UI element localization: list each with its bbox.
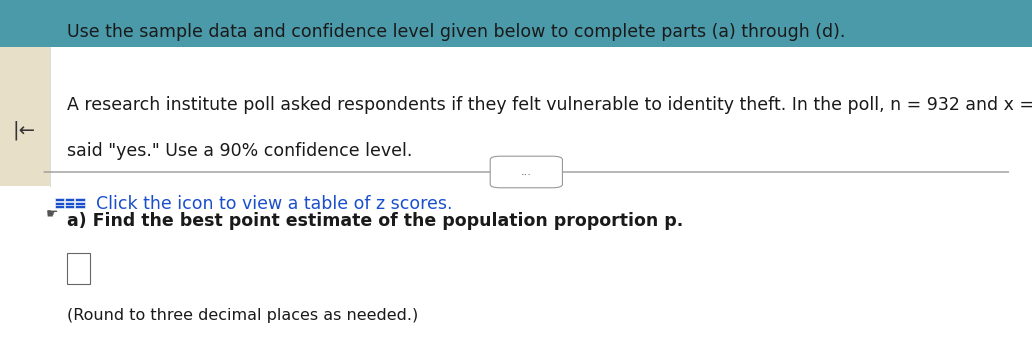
Bar	[55, 202, 64, 205]
Bar	[75, 205, 85, 208]
Bar	[75, 202, 85, 205]
Bar	[0, 0, 1032, 47]
Bar	[55, 205, 64, 208]
Text: |←: |←	[12, 120, 35, 140]
Text: (Round to three decimal places as needed.): (Round to three decimal places as needed…	[67, 309, 418, 323]
Bar	[65, 205, 74, 208]
Bar	[65, 202, 74, 205]
Bar	[65, 198, 74, 201]
FancyBboxPatch shape	[490, 156, 562, 188]
Bar	[75, 198, 85, 201]
Text: Use the sample data and confidence level given below to complete parts (a) throu: Use the sample data and confidence level…	[67, 22, 845, 41]
Text: Click the icon to view a table of z scores.: Click the icon to view a table of z scor…	[96, 194, 452, 213]
Text: ☛: ☛	[45, 207, 58, 221]
Text: a) Find the best point estimate of the population proportion p.: a) Find the best point estimate of the p…	[67, 212, 683, 230]
Bar	[55, 198, 64, 201]
Text: said "yes." Use a 90% confidence level.: said "yes." Use a 90% confidence level.	[67, 142, 413, 160]
Bar	[67, 253, 90, 284]
Bar	[0, 47, 1032, 351]
Text: ...: ...	[521, 167, 531, 177]
Text: A research institute poll asked respondents if they felt vulnerable to identity : A research institute poll asked responde…	[67, 96, 1032, 114]
Bar	[0, 47, 50, 186]
